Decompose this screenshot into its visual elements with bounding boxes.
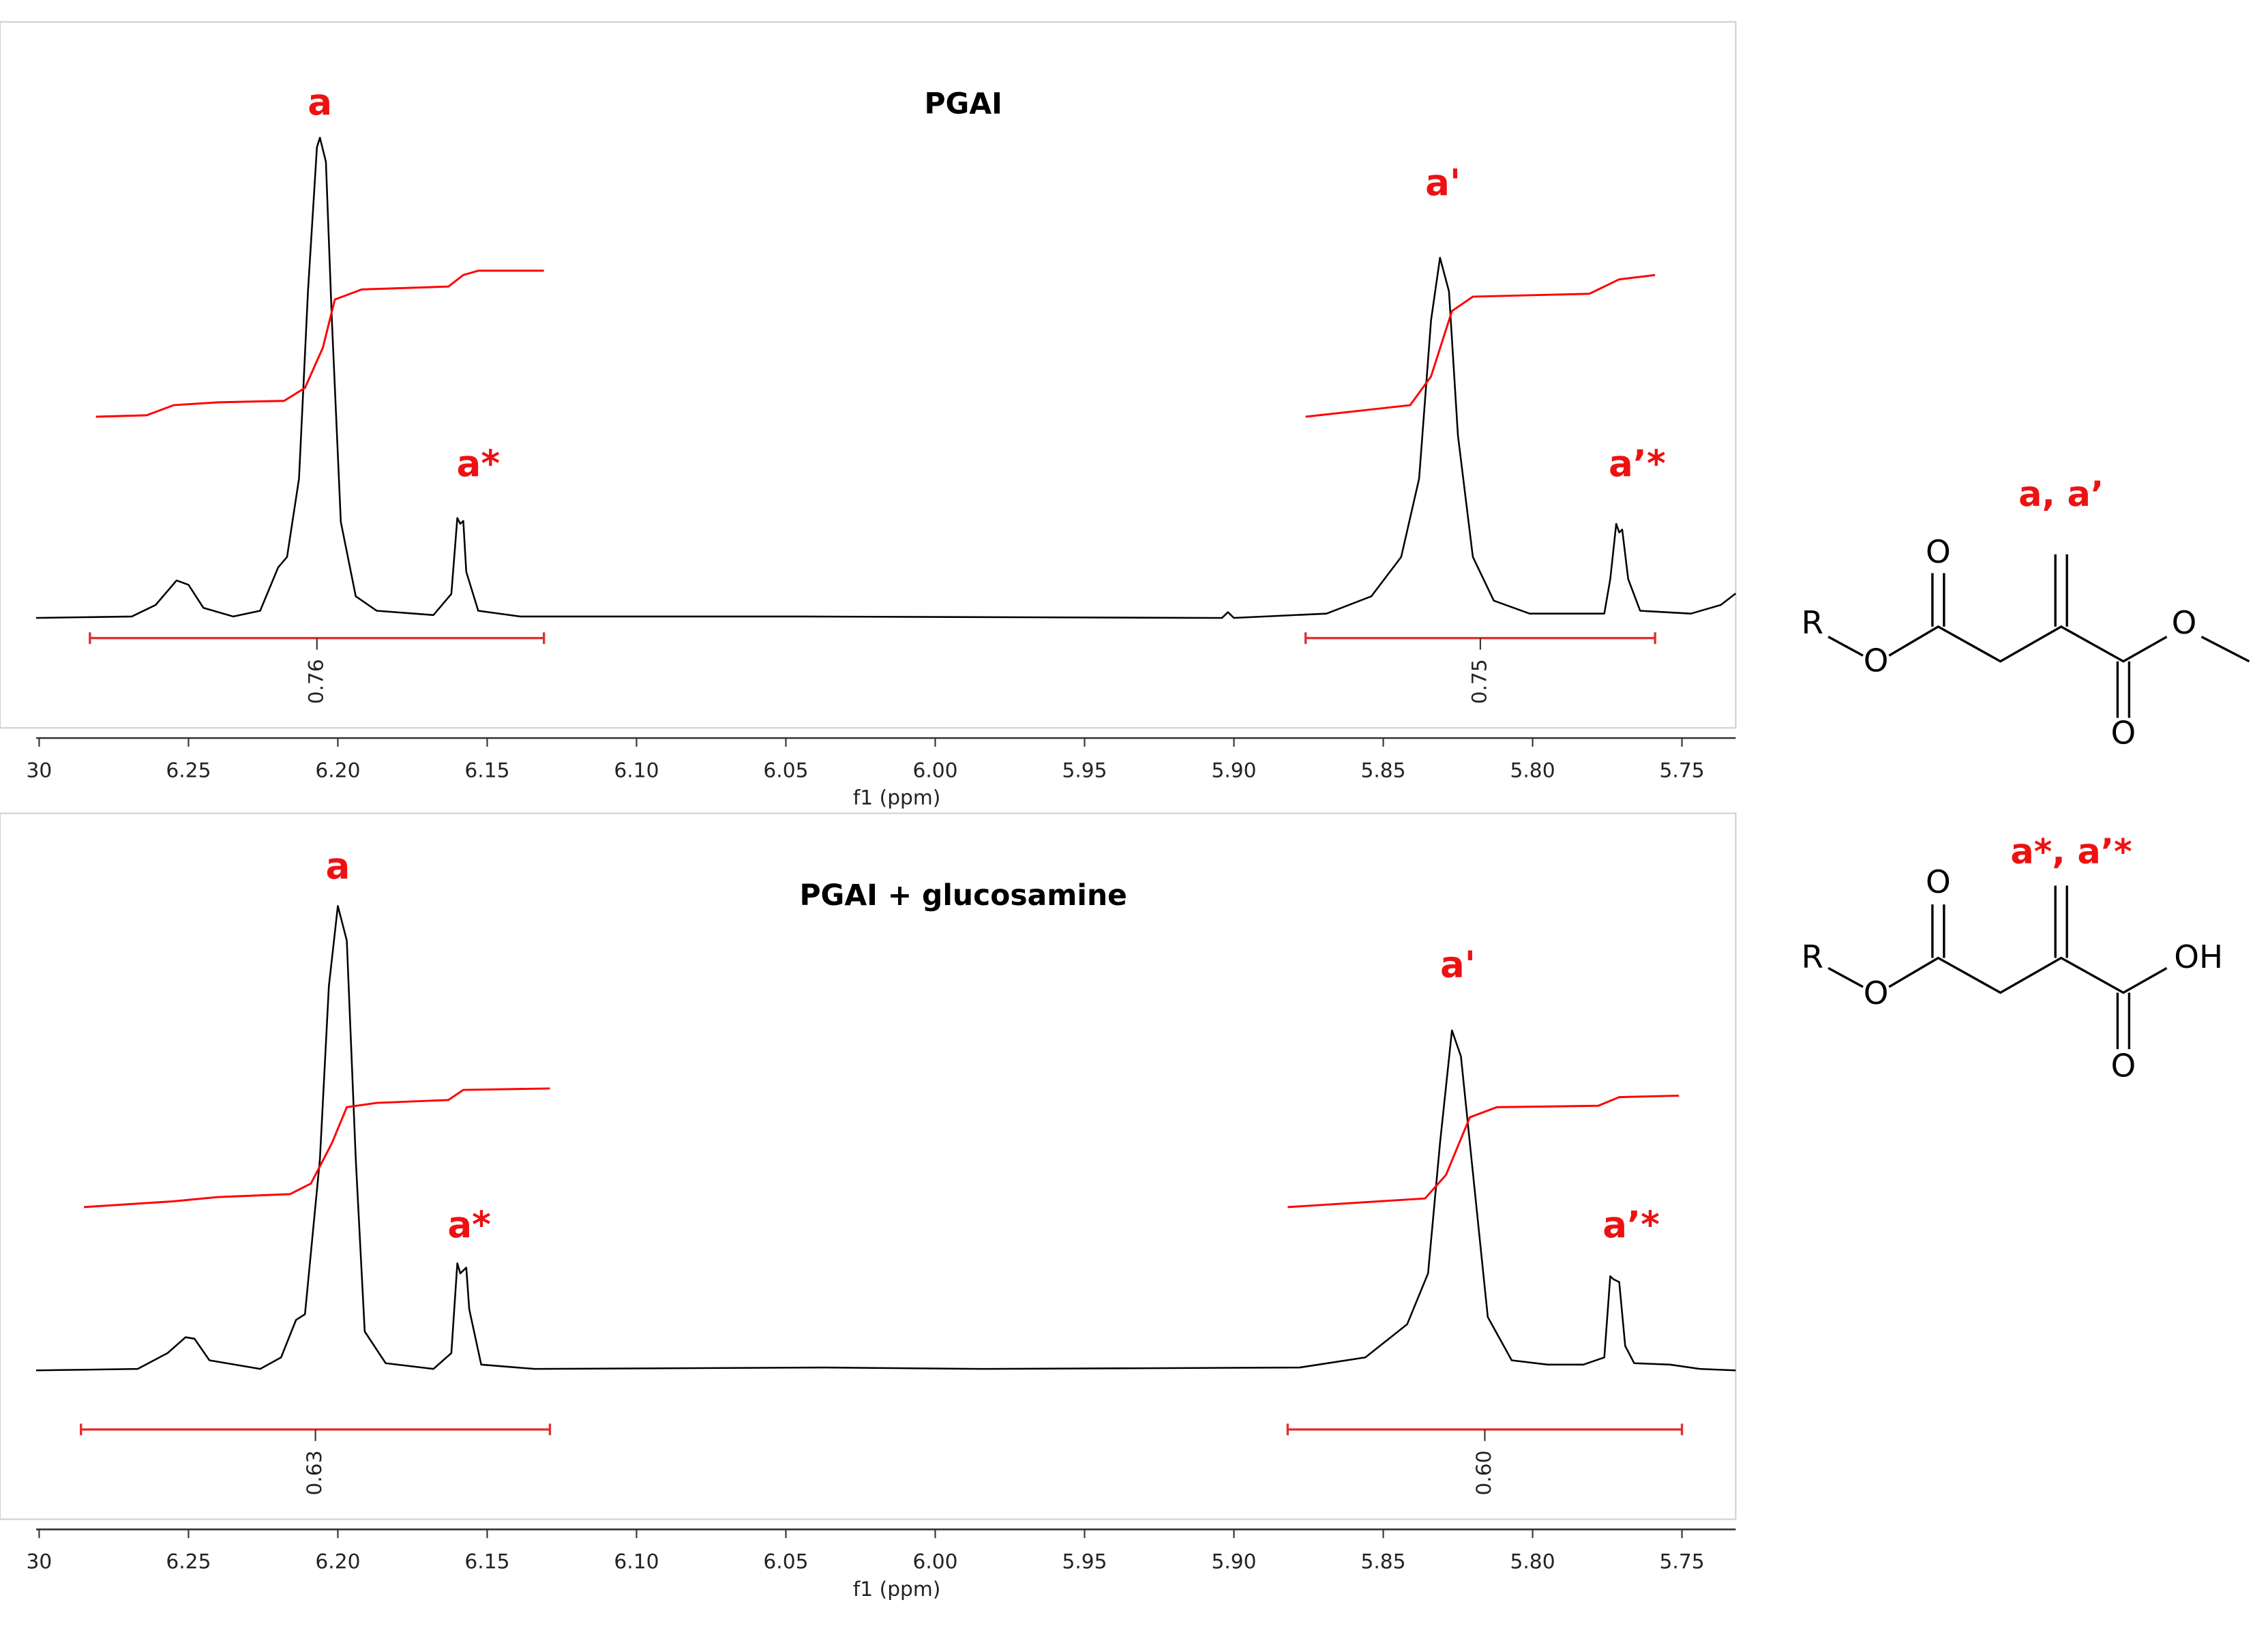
integral-label: 0.63 [303, 1450, 327, 1495]
x-tick-label: 5.75 [1660, 1550, 1705, 1574]
bonds [1827, 885, 2168, 1050]
x-tick-label: 5.90 [1211, 758, 1256, 782]
atom: O [1926, 534, 1951, 571]
chart-title: PGAI + glucosamine [799, 879, 1126, 913]
atom: O [2172, 605, 2197, 642]
x-tick-label: 6.00 [912, 758, 957, 782]
peak-label: a' [1440, 943, 1476, 986]
plot-frame [0, 21, 1737, 729]
x-axis-label: f1 (ppm) [853, 1578, 941, 1601]
bonds [1827, 554, 2250, 718]
x-tick-label: 6.15 [464, 1550, 509, 1574]
peak-label: a* [457, 443, 501, 485]
x-tick-label: 6.05 [763, 1550, 808, 1574]
atom: R [1802, 939, 1823, 976]
structure-label: a, a’ [2018, 475, 2104, 515]
x-tick-label: 30 [27, 758, 53, 782]
chart-title: PGAI [924, 88, 1002, 121]
x-tick-label: 6.20 [315, 758, 360, 782]
atom: OH [2174, 939, 2223, 976]
structure-2: a*, a’* O R O OH O [1802, 832, 2223, 1084]
integral-curve [1287, 1095, 1680, 1209]
peak-label: a’* [1609, 443, 1666, 485]
integral-bar [80, 1423, 552, 1436]
peak-label: a' [1425, 162, 1461, 204]
spectrum [36, 136, 1737, 619]
x-tick-label: 6.20 [315, 1550, 360, 1574]
peak-label: a’* [1602, 1204, 1660, 1246]
atom: O [2111, 715, 2136, 752]
peak-label: a [308, 81, 332, 123]
integral-label: 0.76 [304, 659, 328, 704]
x-tick-label: 6.25 [166, 1550, 211, 1574]
integral-curve [84, 1087, 550, 1209]
x-tick-label: 5.90 [1211, 1550, 1256, 1574]
integral-label: 0.75 [1467, 659, 1491, 704]
x-tick-label: 6.15 [464, 758, 509, 782]
spectrum [36, 905, 1736, 1372]
integral-label: 0.60 [1472, 1450, 1496, 1495]
x-axis-label: f1 (ppm) [853, 786, 941, 810]
x-tick-label: 30 [27, 1550, 53, 1574]
atom: O [1926, 864, 1951, 901]
atom: O [2111, 1048, 2136, 1084]
structure-label: a*, a’* [2010, 832, 2132, 872]
peak-label: a* [447, 1204, 491, 1246]
integral-bar [1304, 632, 1656, 645]
atom: R [1802, 605, 1823, 642]
x-tick-label: 6.10 [614, 758, 659, 782]
integral-bar [1286, 1423, 1684, 1436]
structure-1: a, a’ O R O O O [1802, 475, 2250, 752]
x-tick-label: 5.80 [1510, 758, 1555, 782]
x-tick-label: 5.85 [1360, 1550, 1405, 1574]
x-tick-label: 5.75 [1660, 758, 1705, 782]
peak-label: a [326, 845, 350, 887]
x-tick-label: 5.85 [1360, 758, 1405, 782]
plot-frame [0, 812, 1737, 1520]
x-tick-label: 5.95 [1062, 758, 1107, 782]
x-tick-label: 5.95 [1062, 1550, 1107, 1574]
x-tick-label: 6.00 [912, 1550, 957, 1574]
integral-bar [89, 632, 546, 645]
x-tick-label: 6.25 [166, 758, 211, 782]
x-tick-label: 6.05 [763, 758, 808, 782]
integral-curve [95, 269, 544, 418]
atom: O [1864, 975, 1889, 1012]
integral-curve [1305, 273, 1656, 418]
x-tick-label: 5.80 [1510, 1550, 1555, 1574]
atom: O [1864, 642, 1889, 679]
x-tick-label: 6.10 [614, 1550, 659, 1574]
